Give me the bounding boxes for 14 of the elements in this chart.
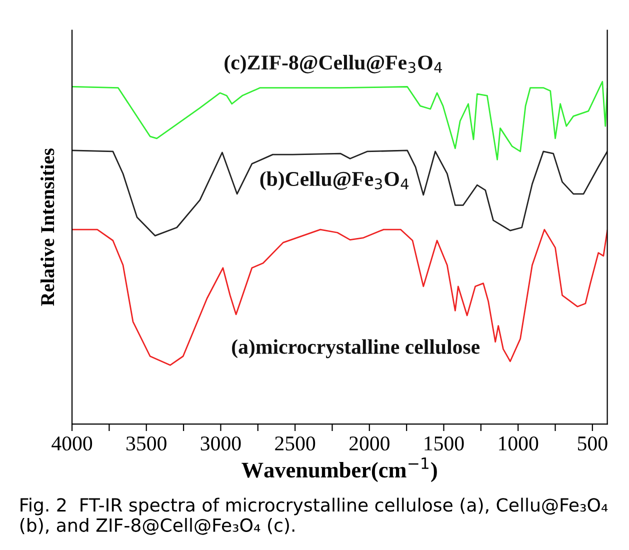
series-label: (c)ZIF-8@Cellu@Fe$_{3}$O$_{4}$ bbox=[224, 54, 442, 74]
x-tick-label: 2500 bbox=[275, 436, 316, 451]
x-tick-label: 3000 bbox=[200, 436, 241, 451]
series-label: (a)microcrystalline cellulose bbox=[232, 339, 480, 358]
x-tick-label: 500 bbox=[578, 436, 608, 451]
series-label: (b)Cellu@Fe$_{3}$O$_{4}$ bbox=[260, 171, 409, 190]
y-axis-title: Relative Intensities bbox=[40, 148, 54, 306]
x-tick-label: 2000 bbox=[349, 436, 390, 451]
x-tick-label: 1500 bbox=[424, 436, 464, 451]
x-tick-label: 4000 bbox=[52, 436, 92, 451]
caption: Fig. 2 FT-IR spectra of microcrystalline cellulose (a), Cellu@Fe₃O₄ (b), and ZIF-8@Cell@Fe₃O₄ (c). bbox=[20, 498, 608, 535]
x-tick-label: 1000 bbox=[499, 436, 538, 451]
x-axis-title: Wavenumber(cm$^{−1}$) bbox=[242, 458, 437, 482]
x-tick-label: 3500 bbox=[126, 436, 166, 451]
